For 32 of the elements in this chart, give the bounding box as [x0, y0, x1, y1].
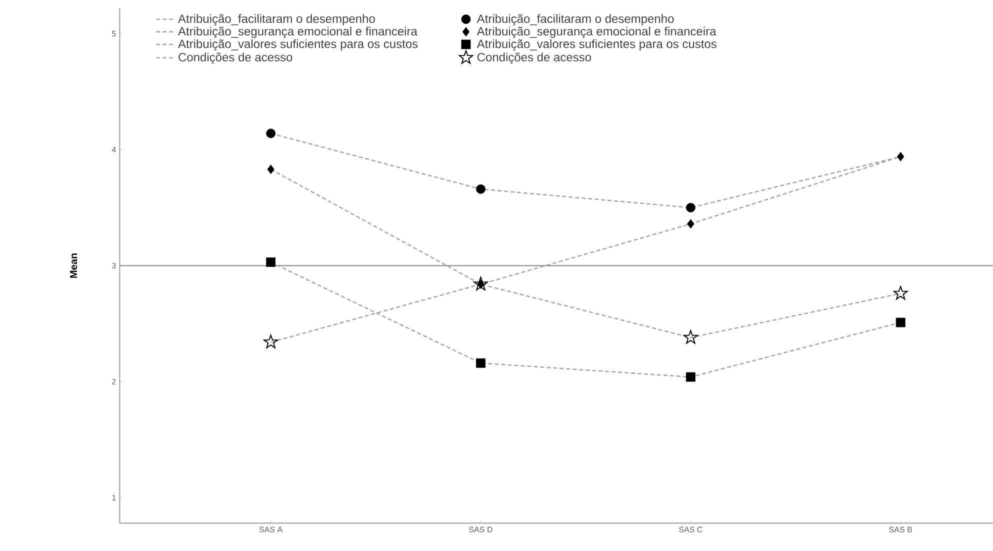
y-tick-label: 3 — [112, 262, 116, 268]
legend-label: Atribuição_segurança emocional e financeira — [178, 26, 418, 38]
point — [893, 286, 908, 300]
legend-label: Atribuição_facilitaram o desempenho — [178, 14, 375, 26]
point — [476, 184, 486, 194]
point — [897, 152, 904, 162]
point — [896, 318, 906, 328]
legend-label: Atribuição_facilitaram o desempenho — [476, 14, 674, 26]
legend-label: Atribuição_valores suficientes para os custos — [178, 39, 418, 51]
y-tick-label: 2 — [112, 378, 116, 384]
x-tick-label: SAS C — [679, 526, 702, 532]
legend-label: Condições de acesso — [477, 52, 592, 64]
point — [686, 372, 696, 382]
point — [686, 202, 696, 212]
point — [476, 358, 486, 368]
point — [687, 219, 694, 229]
legend-label: Atribuição_valores suficientes para os custos — [476, 39, 716, 51]
x-tick-label: SAS D — [469, 526, 492, 532]
y-tick-label: 4 — [112, 146, 116, 152]
x-tick-label: SAS A — [259, 526, 283, 532]
point — [266, 257, 276, 267]
point — [474, 276, 488, 290]
y-tick-label: 5 — [112, 30, 116, 36]
legend-label: Atribuição_segurança emocional e financeira — [476, 26, 716, 38]
point — [684, 330, 698, 344]
point — [267, 164, 274, 174]
x-tick-label: SAS B — [889, 526, 912, 532]
point — [266, 128, 276, 138]
legend-label: Condições de acesso — [178, 52, 292, 64]
point — [264, 334, 278, 348]
y-tick-label: 1 — [112, 494, 116, 500]
y-axis-title: Mean — [70, 253, 78, 278]
